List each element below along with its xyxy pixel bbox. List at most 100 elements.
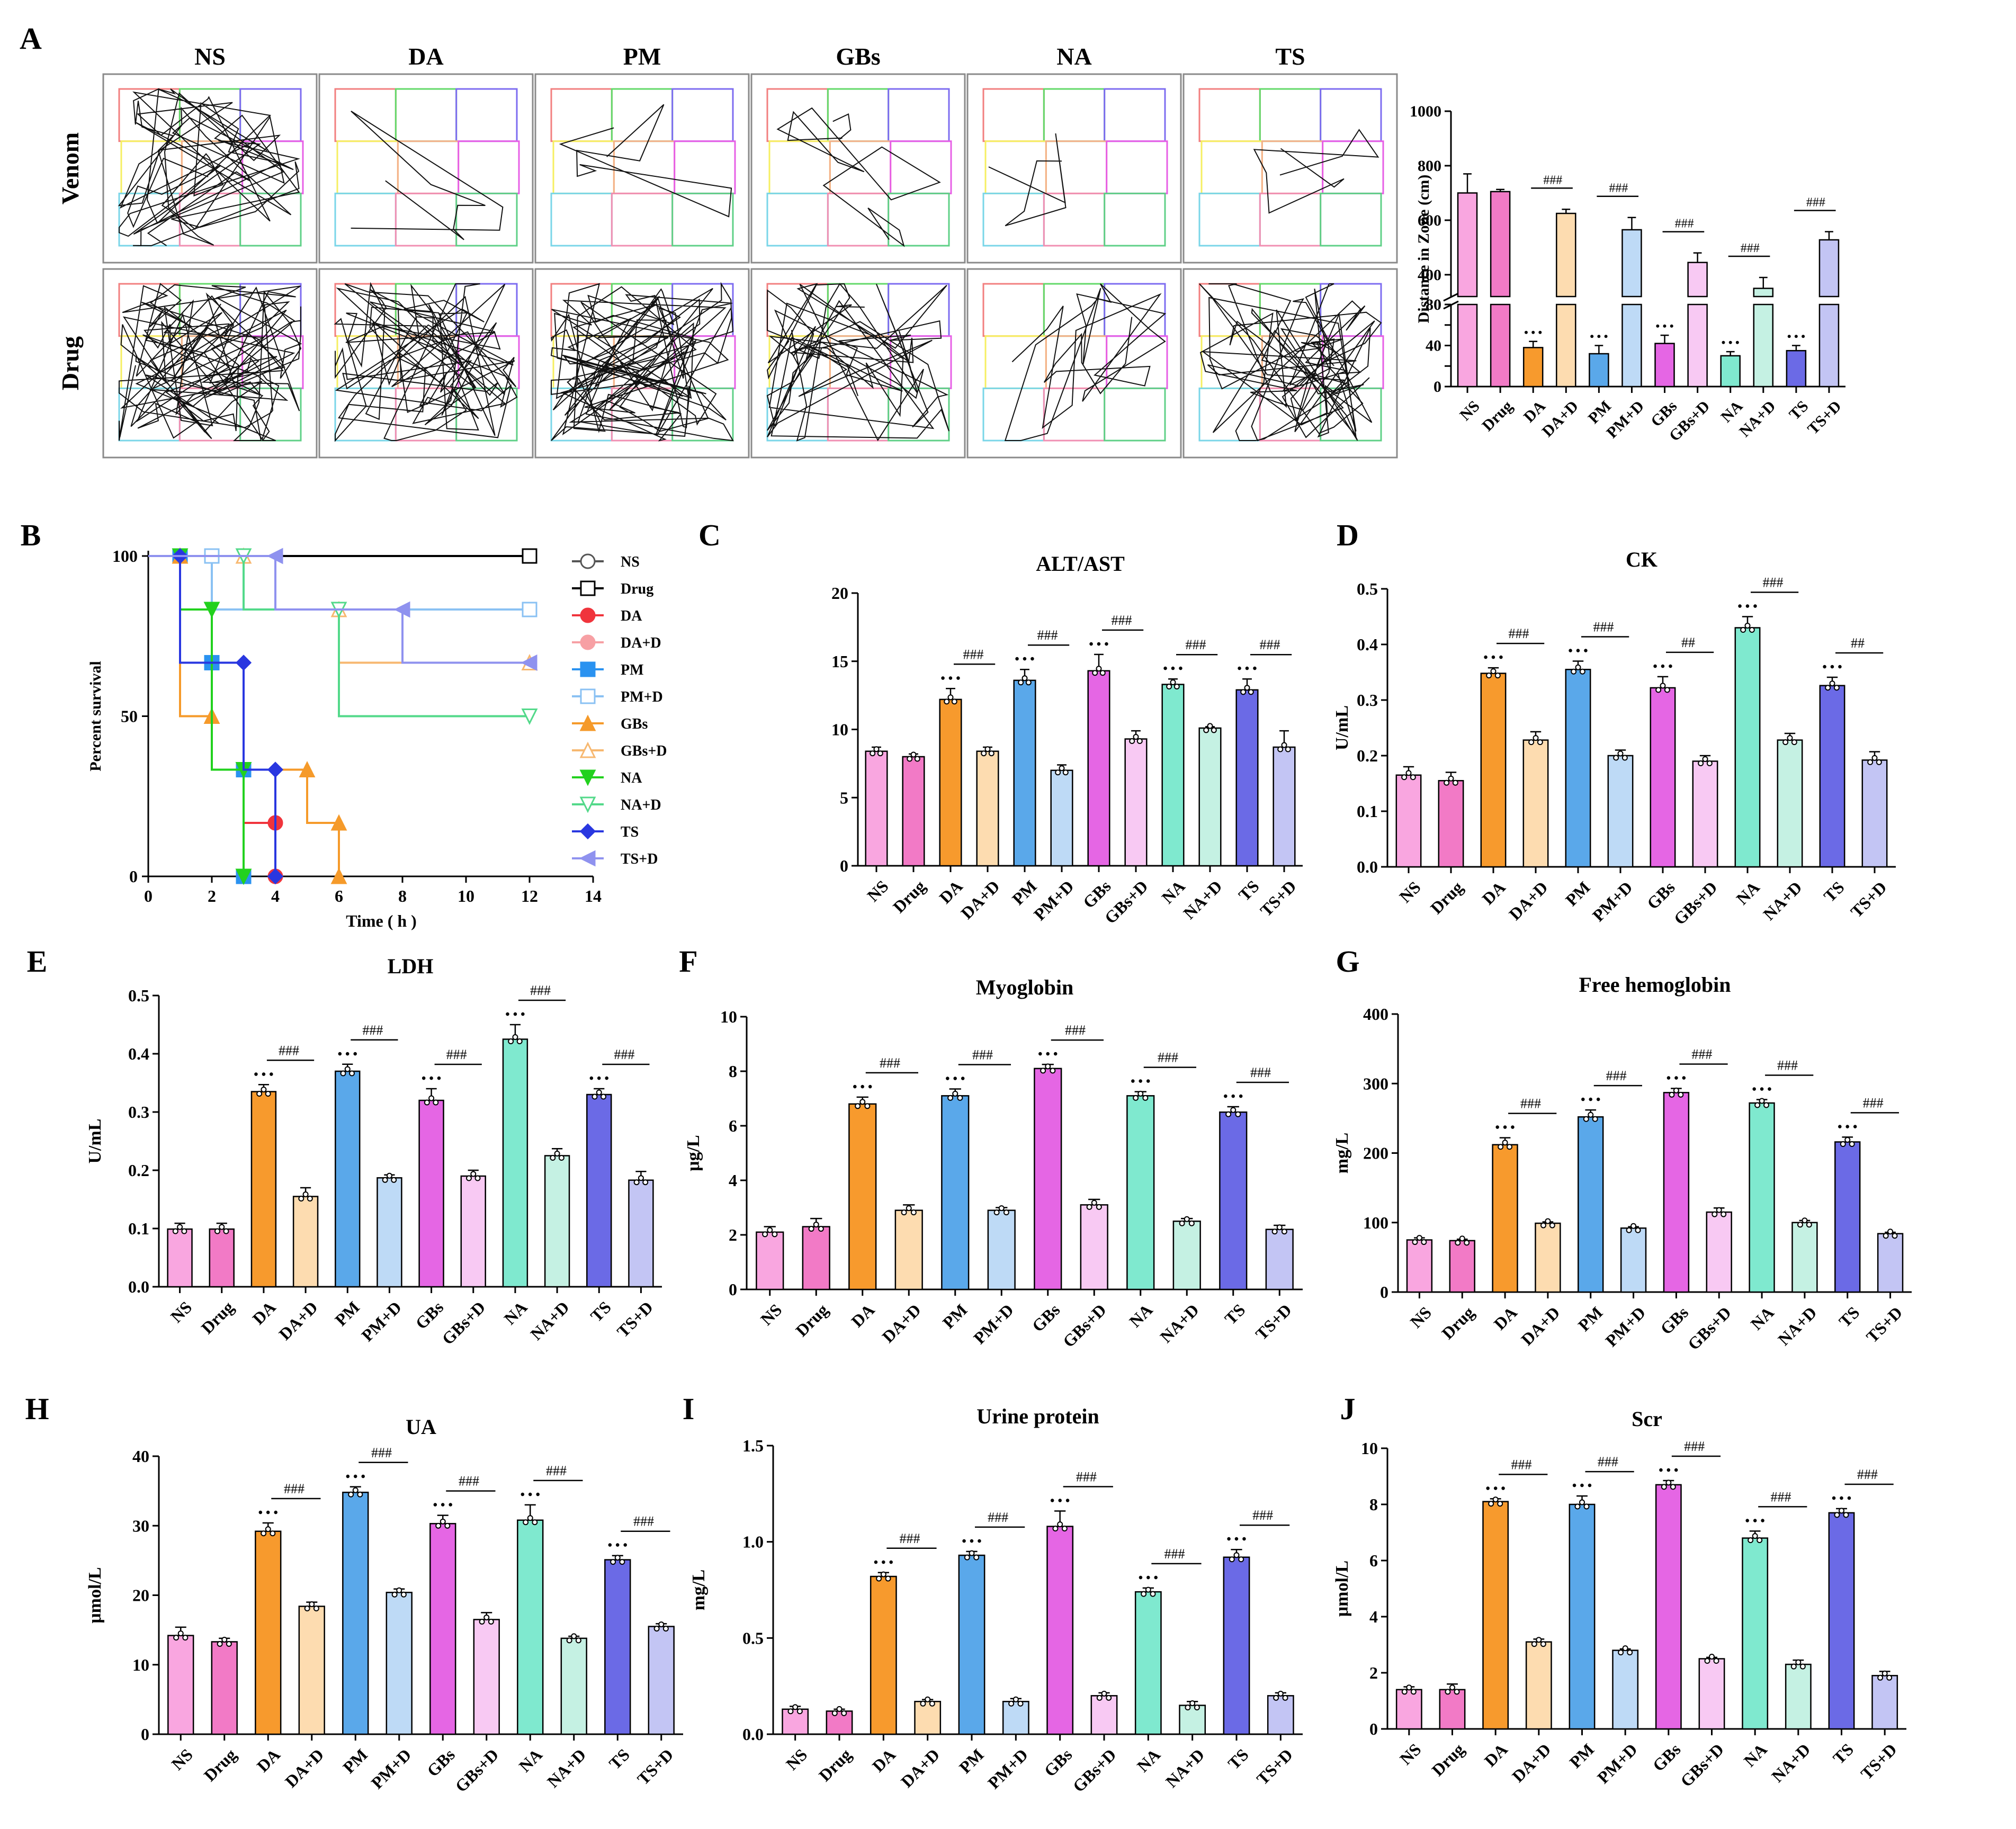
data-point <box>523 1519 529 1526</box>
bar <box>209 1228 235 1288</box>
x-tick-label: 10 <box>458 886 474 905</box>
data-point <box>1101 1690 1107 1697</box>
y-tick-label: 40 <box>132 1447 149 1466</box>
data-point <box>1452 779 1458 786</box>
data-point <box>1188 1220 1195 1226</box>
data-point <box>1528 739 1535 746</box>
y-tick-label: 15 <box>831 652 848 671</box>
bar <box>802 1226 830 1290</box>
track-column-title: TS <box>1275 43 1305 70</box>
data-point <box>428 1095 435 1101</box>
data-point <box>792 1704 799 1710</box>
data-point <box>1843 1512 1849 1518</box>
data-point <box>947 1095 954 1101</box>
data-point <box>1170 679 1176 686</box>
data-point <box>1282 1694 1288 1701</box>
bar <box>1395 774 1422 868</box>
chart-title: Free hemoglobin <box>1579 973 1731 997</box>
y-axis-label: mg/L <box>1332 1133 1352 1173</box>
data-point <box>1008 1700 1015 1707</box>
legend-label: DA+D <box>621 635 661 651</box>
data-point <box>1449 1684 1455 1691</box>
data-point <box>1759 1098 1765 1104</box>
data-point <box>1782 739 1789 746</box>
y-axis-label: μmol/L <box>85 1567 105 1623</box>
data-point <box>479 1618 485 1625</box>
y-tick-label: 100 <box>112 546 138 566</box>
data-point <box>1490 668 1497 675</box>
significance-marker: ### <box>972 1047 993 1062</box>
significance-stars: • • • <box>433 1499 453 1512</box>
data-point <box>1670 1484 1676 1490</box>
data-point <box>859 1099 866 1105</box>
y-tick-label: 0.4 <box>128 1044 149 1063</box>
data-point <box>1091 1199 1097 1206</box>
data-point <box>969 1550 975 1556</box>
data-point <box>1238 1556 1244 1563</box>
bar <box>1273 746 1296 867</box>
bar <box>560 1637 587 1735</box>
data-point <box>813 1222 819 1228</box>
bar <box>648 1626 675 1735</box>
data-point <box>1883 1233 1889 1239</box>
panel-letter: A <box>20 21 42 56</box>
data-point <box>1834 1512 1840 1518</box>
significance-marker: ### <box>1777 1057 1798 1073</box>
bar <box>1819 685 1845 868</box>
data-point <box>1871 755 1878 761</box>
significance-stars: • • • <box>1223 1090 1243 1104</box>
data-point <box>1660 683 1666 689</box>
bar <box>1449 1240 1475 1293</box>
y-tick-label: 6 <box>1369 1551 1378 1570</box>
data-point <box>877 750 883 757</box>
significance-stars: • • • <box>254 1068 273 1081</box>
data-point <box>1225 1111 1232 1117</box>
significance-marker: ### <box>1037 627 1058 643</box>
bar <box>1161 684 1185 867</box>
data-point <box>1626 1227 1632 1233</box>
data-point <box>1536 1637 1542 1643</box>
data-point <box>1233 1552 1240 1558</box>
bar-upper-segment <box>1687 262 1708 298</box>
data-point <box>1627 1649 1633 1656</box>
significance-marker: ### <box>279 1043 299 1058</box>
data-point <box>1207 723 1213 729</box>
significance-marker: ### <box>1520 1096 1541 1111</box>
significance-marker: ### <box>1763 575 1784 590</box>
bar <box>250 1091 277 1288</box>
bar-upper-segment <box>1457 192 1478 298</box>
data-point <box>988 750 994 757</box>
data-point <box>1459 1235 1465 1242</box>
significance-marker: ### <box>1593 620 1614 635</box>
bar <box>1589 353 1609 388</box>
legend-swatch-marker <box>579 741 596 758</box>
data-point <box>870 750 876 757</box>
data-point <box>1410 774 1416 781</box>
data-point <box>1022 675 1028 682</box>
bar <box>586 1093 612 1288</box>
significance-marker: ### <box>963 647 984 662</box>
legend-label: NA <box>621 770 642 786</box>
data-point <box>474 1175 481 1181</box>
y-tick-label: 0 <box>729 1280 737 1299</box>
y-axis-label: U/mL <box>1332 705 1352 750</box>
bar <box>756 1231 784 1290</box>
data-point <box>1498 1144 1504 1150</box>
data-point <box>182 1635 189 1641</box>
significance-stars: • • • <box>1737 600 1757 614</box>
data-point <box>1464 1240 1470 1246</box>
data-point <box>957 1095 963 1101</box>
y-tick-label: 1000 <box>1410 103 1441 120</box>
bar <box>1438 780 1464 868</box>
significance-stars: • • • <box>1822 660 1842 674</box>
data-point <box>1531 1641 1537 1647</box>
data-point <box>951 698 957 705</box>
data-point <box>1721 1211 1727 1217</box>
data-point <box>885 1575 891 1582</box>
significance-stars: • • • <box>1838 1120 1857 1134</box>
data-point <box>1583 1116 1589 1122</box>
y-tick-label: 8 <box>729 1062 737 1081</box>
zone-cell <box>239 192 302 247</box>
